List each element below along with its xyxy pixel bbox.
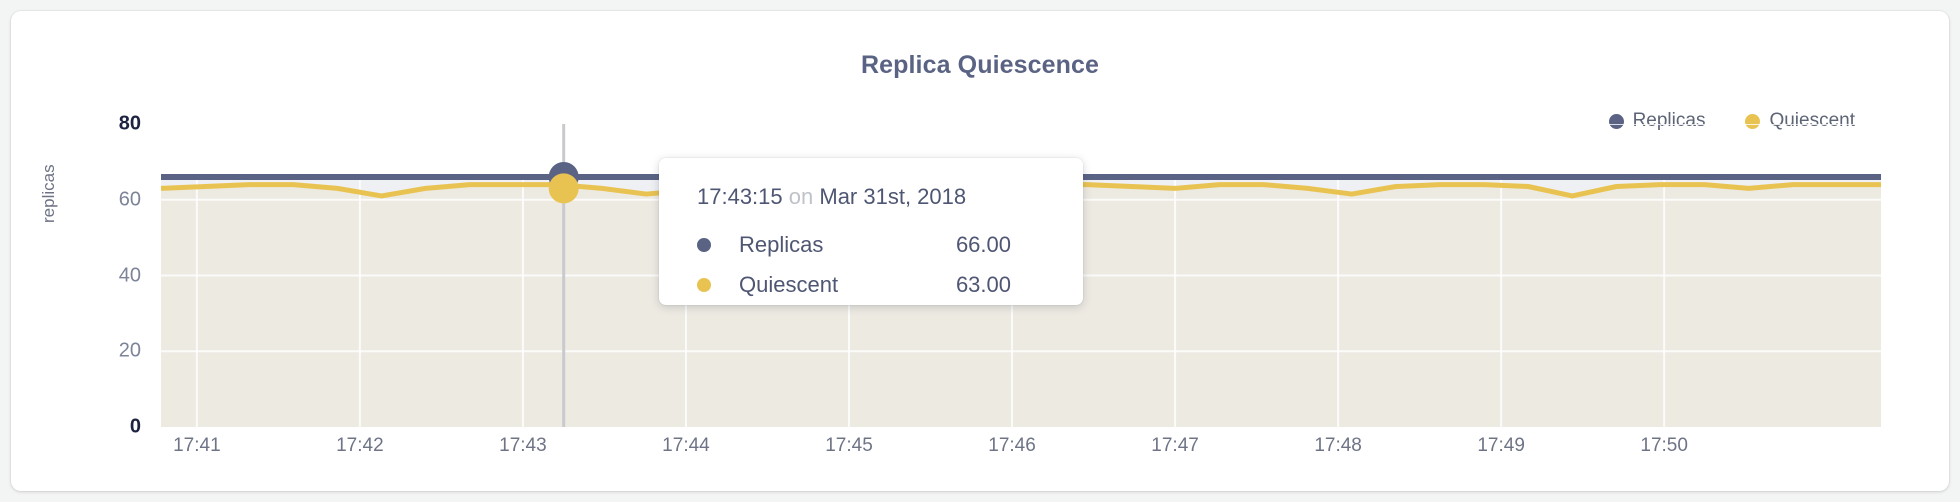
tooltip-series-value: 63.00 (955, 272, 1011, 297)
tooltip-header: 17:43:15 on Mar 31st, 2018 (697, 184, 1053, 210)
series-dot-icon (697, 278, 711, 292)
y-axis-tick-label: 20 (118, 339, 141, 362)
y-axis-tick-label: 60 (118, 188, 141, 211)
tooltip-series-value: 66.00 (955, 232, 1011, 257)
chart-tooltip: 17:43:15 on Mar 31st, 2018 Replicas 66.0… (659, 158, 1083, 305)
page-title: Replica Quiescence (860, 51, 1100, 79)
x-axis-tick-label: 17:49 (1477, 435, 1525, 456)
x-axis-tick-label: 17:45 (825, 435, 873, 456)
x-axis-tick-label: 17:42 (336, 435, 384, 456)
y-axis-tick-label: 80 (118, 112, 141, 135)
y-axis-ticks: 80 60 40 20 0 (81, 11, 141, 491)
x-axis-tick-label: 17:43 (499, 435, 547, 456)
y-axis-tick-label: 0 (129, 415, 141, 438)
y-axis-tick-label: 40 (118, 264, 141, 286)
x-axis-tick-label: 17:44 (662, 435, 710, 456)
tooltip-row-quiescent: Quiescent 63.00 (697, 265, 1053, 305)
x-axis-tick-label: 17:50 (1640, 435, 1688, 456)
tooltip-series-label: Replicas (739, 232, 824, 257)
x-axis-tick-label: 17:47 (1151, 435, 1199, 456)
series-dot-icon (697, 238, 711, 252)
quiescent-highlight-point (548, 173, 579, 204)
chart-card: Replica Quiescence Replicas Quiescent re… (11, 11, 1949, 491)
x-axis-tick-label: 17:48 (1314, 435, 1362, 456)
x-axis-tick-label: 17:41 (173, 435, 221, 456)
tooltip-connector: on (788, 184, 814, 209)
x-axis-tick-label: 17:46 (988, 435, 1036, 456)
tooltip-date: Mar 31st, 2018 (819, 184, 967, 209)
y-axis-title: replicas (39, 164, 58, 223)
legend-label: Replicas (1632, 110, 1706, 131)
quiescent-area (161, 184, 1881, 427)
legend-label: Quiescent (1769, 110, 1855, 131)
tooltip-series-label: Quiescent (739, 272, 839, 297)
tooltip-row-replicas: Replicas 66.00 (697, 225, 1053, 265)
tooltip-time: 17:43:15 (697, 184, 783, 209)
